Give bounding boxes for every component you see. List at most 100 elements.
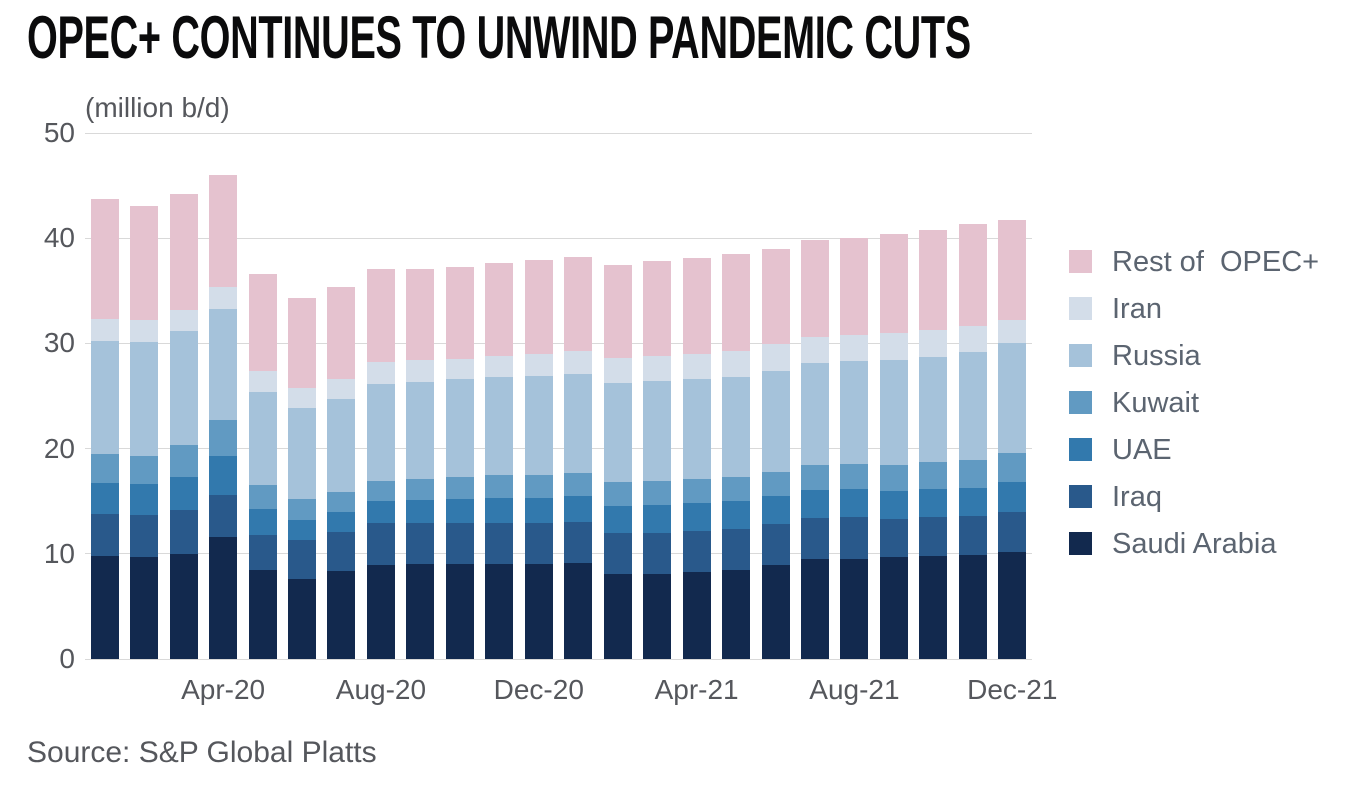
segment-uae bbox=[879, 490, 908, 520]
segment-russia bbox=[603, 383, 632, 483]
segment-iran bbox=[643, 356, 672, 382]
legend-label-iraq: Iraq bbox=[1112, 481, 1162, 513]
segment-rest-of-opec bbox=[761, 248, 790, 345]
segment-kuwait bbox=[603, 482, 632, 507]
x-tick-label-dec-20: Dec-20 bbox=[493, 674, 584, 705]
segment-iraq bbox=[958, 515, 987, 555]
segment-saudi-arabia bbox=[485, 564, 514, 659]
segment-rest-of-opec bbox=[800, 240, 829, 338]
segment-uae bbox=[998, 482, 1027, 512]
segment-rest-of-opec bbox=[90, 199, 119, 320]
segment-russia bbox=[998, 343, 1027, 453]
segment-kuwait bbox=[682, 479, 711, 504]
gridline-y-50 bbox=[85, 132, 1032, 134]
segment-iran bbox=[919, 329, 948, 358]
y-tick-label-10: 10 bbox=[43, 537, 75, 569]
segment-iraq bbox=[288, 540, 317, 580]
segment-uae bbox=[722, 501, 751, 529]
segment-kuwait bbox=[524, 474, 553, 499]
bar-dec-21 bbox=[998, 133, 1027, 659]
segment-saudi-arabia bbox=[919, 555, 948, 659]
segment-rest-of-opec bbox=[288, 298, 317, 388]
segment-iraq bbox=[406, 523, 435, 565]
segment-iran bbox=[445, 359, 474, 380]
bar-sep-21 bbox=[879, 133, 908, 659]
segment-kuwait bbox=[169, 445, 198, 478]
x-tick-label-apr-20: Apr-20 bbox=[181, 674, 266, 705]
bar-mar-21 bbox=[643, 133, 672, 659]
segment-russia bbox=[130, 342, 159, 456]
segment-kuwait bbox=[288, 499, 317, 521]
bar-jun-20 bbox=[288, 133, 317, 659]
segment-iraq bbox=[327, 531, 356, 571]
segment-rest-of-opec bbox=[248, 273, 277, 371]
gridline-y-10 bbox=[85, 553, 1032, 555]
segment-saudi-arabia bbox=[998, 551, 1027, 659]
segment-rest-of-opec bbox=[327, 286, 356, 380]
segment-iraq bbox=[998, 511, 1027, 552]
bar-feb-20 bbox=[130, 133, 159, 659]
legend-label-uae: UAE bbox=[1112, 434, 1172, 466]
x-tick-label-dec-21: Dec-21 bbox=[967, 674, 1058, 705]
segment-uae bbox=[366, 501, 395, 524]
segment-uae bbox=[919, 488, 948, 517]
segment-saudi-arabia bbox=[761, 565, 790, 659]
segment-iran bbox=[90, 319, 119, 342]
segment-iraq bbox=[366, 523, 395, 566]
segment-russia bbox=[485, 377, 514, 475]
segment-iran bbox=[958, 325, 987, 352]
segment-uae bbox=[130, 484, 159, 515]
segment-rest-of-opec bbox=[919, 229, 948, 330]
segment-rest-of-opec bbox=[564, 257, 593, 351]
segment-russia bbox=[445, 379, 474, 478]
segment-iran bbox=[761, 344, 790, 371]
legend-swatch-uae bbox=[1069, 438, 1092, 461]
legend-label-russia: Russia bbox=[1112, 340, 1201, 372]
segment-rest-of-opec bbox=[682, 258, 711, 354]
segment-saudi-arabia bbox=[366, 565, 395, 659]
segment-russia bbox=[800, 363, 829, 466]
segment-kuwait bbox=[919, 462, 948, 489]
bar-nov-20 bbox=[485, 133, 514, 659]
segment-russia bbox=[209, 308, 238, 421]
y-tick-label-40: 40 bbox=[43, 222, 75, 254]
segment-saudi-arabia bbox=[248, 569, 277, 659]
segment-russia bbox=[90, 341, 119, 454]
bar-may-20 bbox=[248, 133, 277, 659]
segment-rest-of-opec bbox=[209, 175, 238, 287]
segment-kuwait bbox=[761, 471, 790, 496]
segment-iraq bbox=[445, 523, 474, 565]
segment-saudi-arabia bbox=[800, 559, 829, 659]
segment-uae bbox=[445, 499, 474, 524]
bar-jul-21 bbox=[800, 133, 829, 659]
segment-saudi-arabia bbox=[327, 570, 356, 659]
segment-iraq bbox=[485, 523, 514, 565]
segment-russia bbox=[682, 379, 711, 480]
legend-label-rest-of-opec: Rest of OPEC+ bbox=[1112, 246, 1320, 278]
segment-uae bbox=[169, 477, 198, 510]
legend-label-saudi-arabia: Saudi Arabia bbox=[1112, 528, 1277, 560]
segment-russia bbox=[643, 381, 672, 482]
bar-sep-20 bbox=[406, 133, 435, 659]
segment-kuwait bbox=[406, 479, 435, 501]
legend-swatch-iran bbox=[1069, 297, 1092, 320]
segment-saudi-arabia bbox=[406, 564, 435, 659]
segment-russia bbox=[169, 330, 198, 446]
segment-saudi-arabia bbox=[130, 556, 159, 659]
segment-iran bbox=[366, 362, 395, 385]
segment-iran bbox=[682, 353, 711, 380]
bar-jan-21 bbox=[564, 133, 593, 659]
y-tick-label-20: 20 bbox=[43, 432, 75, 464]
segment-iran bbox=[169, 309, 198, 331]
segment-saudi-arabia bbox=[445, 564, 474, 659]
segment-russia bbox=[958, 351, 987, 461]
segment-iraq bbox=[130, 514, 159, 557]
segment-russia bbox=[840, 361, 869, 465]
segment-uae bbox=[603, 506, 632, 533]
legend-swatch-kuwait bbox=[1069, 391, 1092, 414]
segment-iran bbox=[840, 335, 869, 362]
segment-saudi-arabia bbox=[524, 564, 553, 659]
segment-russia bbox=[288, 407, 317, 500]
segment-iraq bbox=[761, 524, 790, 566]
segment-iraq bbox=[643, 532, 672, 574]
